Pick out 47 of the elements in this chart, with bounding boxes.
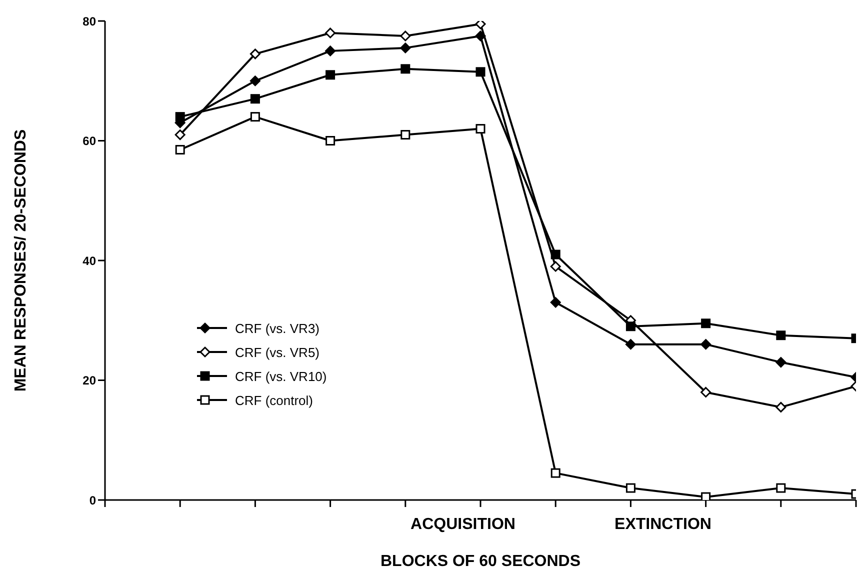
- point: [476, 67, 486, 77]
- point: [776, 483, 786, 493]
- y-tick-label: 80: [82, 14, 96, 28]
- legend-label: CRF (vs. VR5): [235, 344, 320, 360]
- point: [550, 250, 560, 260]
- point: [701, 492, 711, 500]
- point: [626, 483, 636, 493]
- point: [250, 76, 260, 86]
- point: [400, 42, 411, 54]
- point: [776, 402, 786, 412]
- point: [550, 261, 561, 272]
- y-tick-label: 0: [89, 493, 96, 508]
- point: [701, 318, 711, 328]
- point: [175, 112, 185, 122]
- point: [626, 322, 636, 332]
- point: [550, 297, 561, 308]
- point: [550, 468, 560, 478]
- point: [326, 136, 336, 146]
- point: [776, 330, 786, 340]
- point: [325, 28, 336, 38]
- point: [250, 112, 260, 122]
- point: [400, 130, 410, 140]
- point: [700, 339, 712, 350]
- point: [250, 94, 260, 104]
- text: EXTINCTION: [614, 516, 712, 534]
- x-axis-title: BLOCKS OF 60 SECONDS: [380, 553, 581, 568]
- y-tick-label: 20: [82, 374, 96, 388]
- y-tick-label: 40: [82, 254, 96, 268]
- point: [700, 386, 712, 398]
- legend-label: CRF (vs. VR3): [235, 320, 320, 336]
- y-tick-label: 60: [82, 134, 96, 148]
- point: [325, 46, 336, 56]
- point: [326, 70, 336, 80]
- point: [475, 30, 486, 42]
- point: [475, 21, 486, 30]
- legend-label: CRF (control): [235, 392, 314, 408]
- point: [400, 30, 411, 42]
- point: [625, 339, 636, 350]
- point: [175, 144, 185, 154]
- point: [476, 124, 486, 134]
- legend-label: CRF (vs. VR10): [235, 368, 327, 384]
- text: ACQUISITION: [410, 516, 516, 534]
- point: [174, 130, 186, 140]
- point: [250, 48, 260, 60]
- point: [776, 357, 786, 368]
- point: [400, 64, 410, 74]
- y-axis-title: MEAN RESPONSES/ 20-SECONDS: [12, 129, 30, 392]
